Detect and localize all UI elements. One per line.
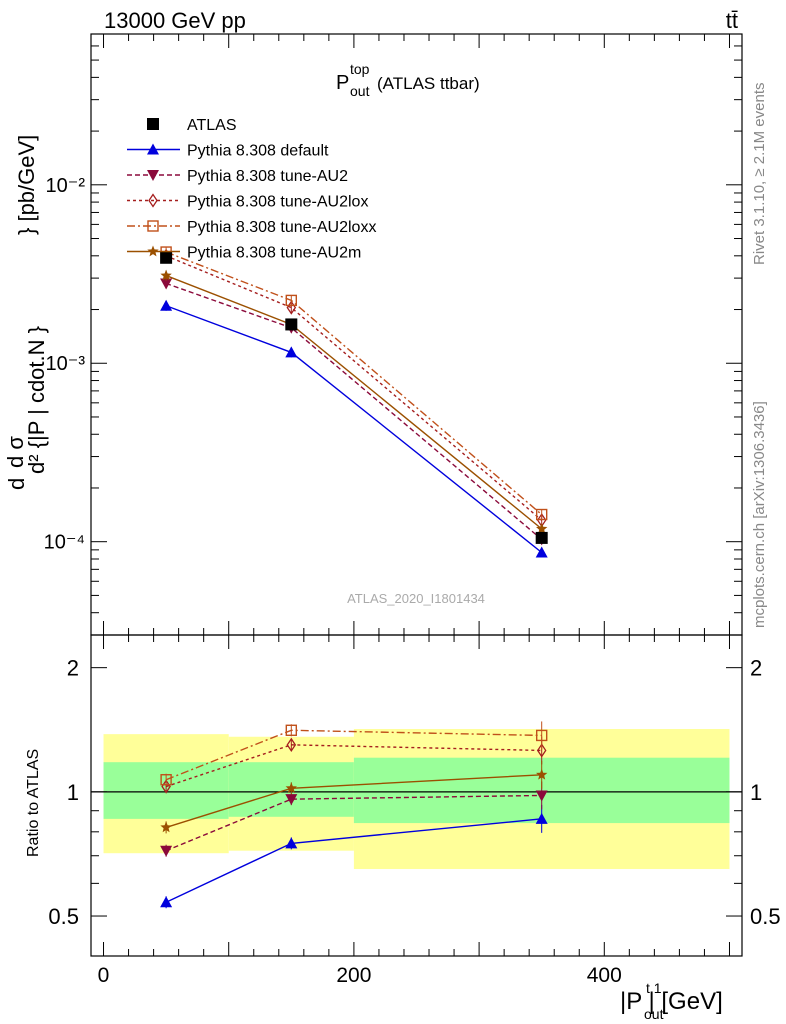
default-line xyxy=(165,305,543,554)
atlas-point xyxy=(535,531,548,544)
main-x-ticks xyxy=(103,34,730,635)
au2lox-ratio-point xyxy=(286,737,297,753)
legend-marker-atlas xyxy=(147,118,159,130)
main-y-tick-label: 10⁻³ xyxy=(46,353,86,375)
ratio-y-tick-label-right: 2 xyxy=(750,656,762,681)
svg-text:P: P xyxy=(336,72,349,94)
legend-label-atlas: ATLAS xyxy=(187,117,237,134)
au2-ratio-point xyxy=(535,790,548,802)
title-sub: out xyxy=(350,83,370,99)
ratio-series-group xyxy=(160,721,548,909)
default-ratio-point xyxy=(160,896,173,908)
au2-ratio-point xyxy=(285,794,298,806)
legend-marker-au2 xyxy=(147,170,159,181)
main-y-tick-label: 10⁻⁴ xyxy=(44,532,85,554)
plot-title: P top out (ATLAS ttbar) xyxy=(336,61,480,99)
ratio-y-tick-label-right: 0.5 xyxy=(750,904,781,929)
au2m-ratio-point xyxy=(160,821,172,833)
au2-point xyxy=(160,278,173,290)
mcplots-label: mcplots.cern.ch [arXiv:1306.3436] xyxy=(751,401,768,628)
ylabel-denominator: d² {|P | cdot.N } xyxy=(24,326,49,474)
au2loxx-ratio-point xyxy=(535,729,548,742)
header-process-label: tt̄ xyxy=(726,8,738,33)
legend-label-au2: Pythia 8.308 tune-AU2 xyxy=(187,168,348,185)
au2-ratio-point xyxy=(160,845,173,857)
main-y-ticks: 10⁻² 10⁻³ 10⁻⁴ xyxy=(44,33,742,636)
ratio-plot-panel: 2 2 1 1 0.5 0.5 0 200 400 xyxy=(48,634,781,987)
legend-marker-au2m xyxy=(147,245,159,257)
au2lox-ratio-line xyxy=(165,744,542,788)
au2lox-line xyxy=(165,255,543,521)
default-ratio-point xyxy=(535,812,548,824)
legend: ATLAS Pythia 8.308 default Pythia 8.308 tu… xyxy=(127,117,376,262)
xlabel-sup: t,1 xyxy=(646,980,662,996)
default-point xyxy=(160,299,173,311)
legend-label-au2loxx: Pythia 8.308 tune-AU2loxx xyxy=(187,219,376,236)
ratio-y-ticks: 2 2 1 1 0.5 0.5 xyxy=(48,656,781,957)
ratio-y-tick-label-right: 1 xyxy=(750,780,762,805)
header-energy-label: 13000 GeV pp xyxy=(104,8,246,33)
default-ratio-point xyxy=(285,837,298,849)
rivet-label: Rivet 3.1.10, ≥ 2.1M events xyxy=(751,83,768,266)
ratio-y-axis-label: Ratio to ATLAS xyxy=(25,749,42,857)
legend-marker-default xyxy=(147,143,159,155)
x-tick-label: 0 xyxy=(98,964,110,987)
default-point xyxy=(285,346,298,358)
atlas-point xyxy=(285,318,298,331)
analysis-watermark: ATLAS_2020_I1801434 xyxy=(347,591,485,606)
au2m-ratio-point xyxy=(285,782,297,794)
ratio-x-ticks: 0 200 400 xyxy=(98,635,730,987)
main-y-axis-label: d d σ d² {|P | cdot.N } } [pb/GeV] xyxy=(3,135,49,490)
title-main: P xyxy=(336,72,349,94)
au2loxx-ratio-point xyxy=(160,774,172,786)
title-sup: top xyxy=(350,61,370,77)
ylabel-d: d xyxy=(4,478,29,490)
x-axis-label: |P | [GeV] t,1 out xyxy=(620,980,723,1022)
au2loxx-ratio-point xyxy=(285,724,298,736)
default-point xyxy=(535,546,548,558)
au2loxx-point xyxy=(285,294,298,307)
legend-marker-au2lox xyxy=(148,193,158,208)
au2m-point xyxy=(160,269,172,281)
au2-line xyxy=(165,282,543,540)
ratio-frame xyxy=(90,634,743,957)
legend-label-au2m: Pythia 8.308 tune-AU2m xyxy=(187,245,361,262)
legend-label-default: Pythia 8.308 default xyxy=(187,143,329,160)
main-series-group xyxy=(160,246,548,558)
ratio-y-tick-label: 0.5 xyxy=(48,904,79,929)
main-y-tick-label: 10⁻² xyxy=(46,175,86,197)
xlabel-text: |P | [GeV] xyxy=(620,988,723,1015)
au2loxx-line xyxy=(165,251,543,516)
legend-label-au2lox: Pythia 8.308 tune-AU2lox xyxy=(187,194,368,211)
main-plot-panel: 10⁻² 10⁻³ 10⁻⁴ P top out (ATLAS ttbar) ATL… xyxy=(44,33,743,636)
au2m-point xyxy=(536,522,548,534)
atlas-point xyxy=(160,251,173,264)
au2m-ratio-point xyxy=(536,768,548,780)
ratio-y-tick-label: 1 xyxy=(67,780,79,805)
ratio-uncertainty-bands xyxy=(103,729,730,870)
ratio-y-tick-label: 2 xyxy=(67,656,79,681)
au2loxx-point xyxy=(535,508,548,521)
legend-marker-au2loxx xyxy=(147,220,159,232)
xlabel-sub: out xyxy=(644,1006,664,1022)
au2lox-ratio-point xyxy=(536,743,547,758)
title-suffix: (ATLAS ttbar) xyxy=(377,74,480,93)
x-tick-label: 400 xyxy=(587,964,622,987)
x-tick-label: 200 xyxy=(336,964,371,987)
ylabel-numerator: d σ xyxy=(3,436,28,468)
ylabel-units: } [pb/GeV] xyxy=(14,135,39,235)
